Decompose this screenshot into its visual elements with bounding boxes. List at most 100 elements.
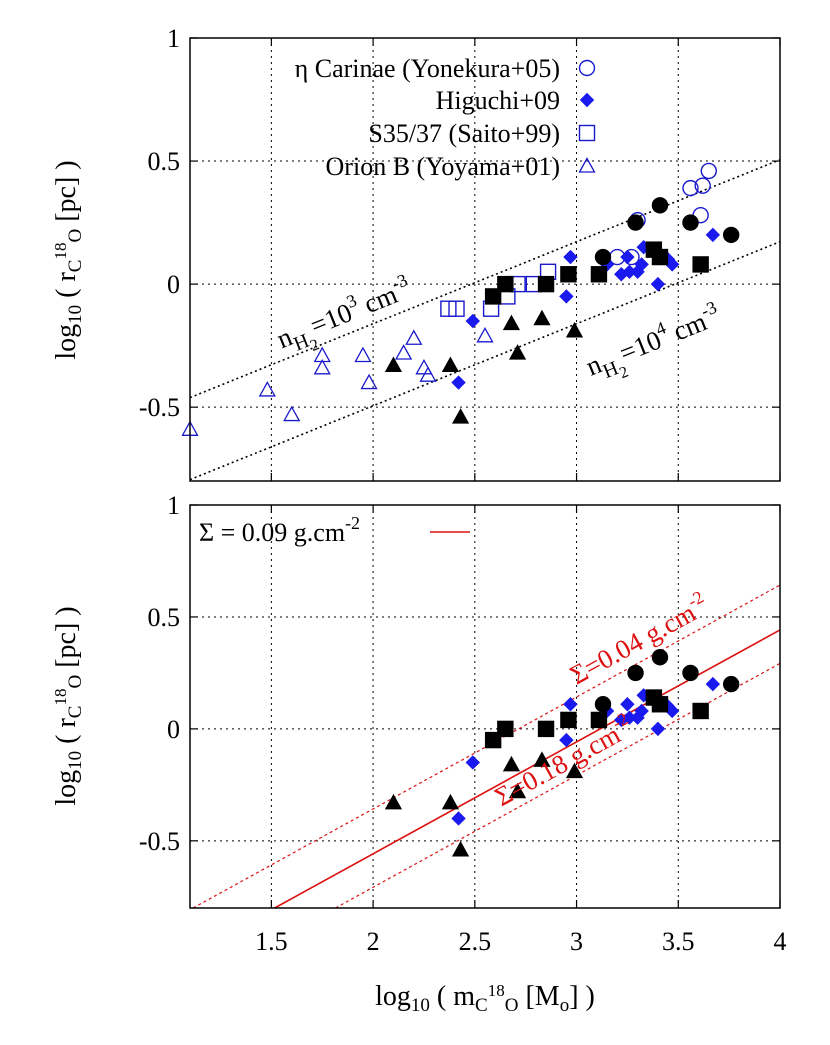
y-tick-label: -0.5 <box>139 827 180 856</box>
data-point-filled-triangle <box>441 793 460 810</box>
data-point-filled-diamond <box>563 249 578 265</box>
x-tick-label: 4 <box>774 927 787 956</box>
legend-label: Orion B (Yoyama+01) <box>326 152 560 181</box>
y-tick-label: 0 <box>167 715 180 744</box>
data-point-filled-triangle <box>508 344 527 360</box>
y-tick-label: 0.5 <box>148 147 181 176</box>
data-point-open-circle <box>694 177 711 194</box>
legend-label: Higuchi+09 <box>436 86 560 115</box>
x-tick-label: 2 <box>367 927 380 956</box>
surface-density-line <box>335 662 781 909</box>
y-tick-label: 1 <box>167 491 180 520</box>
data-point-open-triangle <box>313 358 331 375</box>
x-axis-label: log10 ( mC18O [Mo] ) <box>375 981 595 1016</box>
bottom-panel: -0.500.511.5 2 2.5 3 3.5 4 Σ = 0.09 g.cm-2 Σ=… <box>51 491 787 1016</box>
data-point-filled-triangle <box>508 782 527 799</box>
data-point-open-triangle <box>395 344 413 360</box>
data-point-filled-square <box>484 288 502 305</box>
y-tick-label: -0.5 <box>139 393 180 422</box>
data-point-filled-circle <box>651 197 669 214</box>
data-point-filled-diamond <box>650 721 666 737</box>
data-point-open-triangle <box>419 366 437 382</box>
data-point-open-circle <box>700 162 717 180</box>
top-legend: η Carinae (Yonekura+05) Higuchi+09 S35/37 … <box>295 54 596 181</box>
data-point-open-triangle <box>360 373 378 390</box>
x-tick-label: 3.5 <box>662 927 695 956</box>
data-point-filled-triangle <box>565 322 584 338</box>
data-point-filled-diamond <box>705 676 721 692</box>
data-point-open-triangle <box>283 405 301 422</box>
data-point-filled-diamond <box>465 313 481 329</box>
data-point-filled-circle <box>682 664 699 682</box>
x-tick-label: 3 <box>570 927 583 956</box>
density-line <box>189 158 781 399</box>
data-point-filled-diamond <box>620 697 635 712</box>
top-plot-frame <box>189 37 781 482</box>
data-point-open-square <box>448 300 465 317</box>
data-point-filled-square <box>560 266 577 283</box>
top-tick-labels: -0.5 0 0.5 1 <box>139 24 180 422</box>
data-point-filled-square <box>651 248 669 266</box>
data-point-filled-diamond <box>559 289 574 304</box>
data-point-filled-diamond <box>451 811 466 826</box>
x-tick-label: 1.5 <box>255 927 288 956</box>
data-point-open-circle <box>682 179 699 197</box>
y-tick-label: 0 <box>167 270 180 299</box>
legend-label: Σ = 0.09 g.cm-2 <box>199 513 360 547</box>
data-point-filled-square <box>497 275 514 293</box>
bottom-tick-labels: -0.5 0 0.5 1 1.5 2 2.5 3 3.5 4 <box>139 491 787 956</box>
top-panel: -0.5 0 0.5 1 η Carinae (Yonekura+05) Higuchi… <box>51 24 781 482</box>
data-point-filled-square <box>590 266 608 283</box>
data-point-filled-diamond <box>634 703 649 719</box>
data-point-open-triangle <box>405 329 423 345</box>
data-point-filled-triangle <box>533 751 551 767</box>
data-point-filled-square <box>692 256 709 273</box>
legend-marker-open-square <box>578 124 596 142</box>
top-data-points <box>181 162 740 436</box>
data-point-filled-triangle <box>384 356 403 372</box>
bottom-data-points <box>384 649 740 857</box>
data-point-filled-triangle <box>451 408 470 424</box>
data-point-filled-square <box>590 711 608 729</box>
data-point-filled-circle <box>722 675 740 693</box>
data-point-filled-triangle <box>502 755 521 772</box>
data-point-filled-triangle <box>533 309 551 326</box>
data-point-filled-square <box>651 696 669 713</box>
legend-marker-open-triangle <box>578 157 596 173</box>
bottom-legend: Σ = 0.09 g.cm-2 <box>199 513 470 547</box>
data-point-open-triangle <box>415 358 433 375</box>
data-point-filled-diamond <box>451 375 466 390</box>
legend-marker-open-circle <box>578 59 596 77</box>
data-point-filled-diamond <box>465 755 481 770</box>
y-tick-label: 1 <box>167 24 180 53</box>
data-point-filled-square <box>497 720 514 738</box>
data-point-filled-circle <box>627 214 644 231</box>
legend-label: S35/37 (Saito+99) <box>368 119 560 148</box>
data-point-filled-diamond <box>705 227 721 243</box>
data-point-filled-diamond <box>563 697 578 712</box>
data-point-filled-triangle <box>565 762 584 779</box>
data-point-filled-circle <box>651 649 669 666</box>
density-line <box>189 240 781 481</box>
surface-density-line <box>192 584 781 909</box>
data-point-filled-square <box>484 731 502 749</box>
data-point-filled-square <box>692 702 709 720</box>
bottom-plot-frame <box>189 504 781 909</box>
top-density-lines <box>189 158 781 481</box>
legend-marker-filled-diamond <box>579 92 595 108</box>
density-line-label: nH2=104 cm-3 <box>580 297 729 393</box>
legend-label: η Carinae (Yonekura+05) <box>295 54 560 83</box>
x-tick-label: 2.5 <box>459 927 492 956</box>
data-point-filled-circle <box>594 696 612 713</box>
data-point-open-triangle <box>354 346 372 363</box>
data-point-filled-triangle <box>502 314 521 331</box>
data-point-filled-diamond <box>620 249 635 265</box>
data-point-filled-triangle <box>441 356 460 372</box>
data-point-filled-square <box>537 720 555 738</box>
data-point-filled-triangle <box>451 840 470 857</box>
top-y-axis-label: log10 ( rC18O [pc] ) <box>51 160 86 359</box>
data-point-filled-square <box>560 711 577 729</box>
bottom-gridlines <box>190 504 781 908</box>
data-point-open-triangle <box>476 326 494 343</box>
